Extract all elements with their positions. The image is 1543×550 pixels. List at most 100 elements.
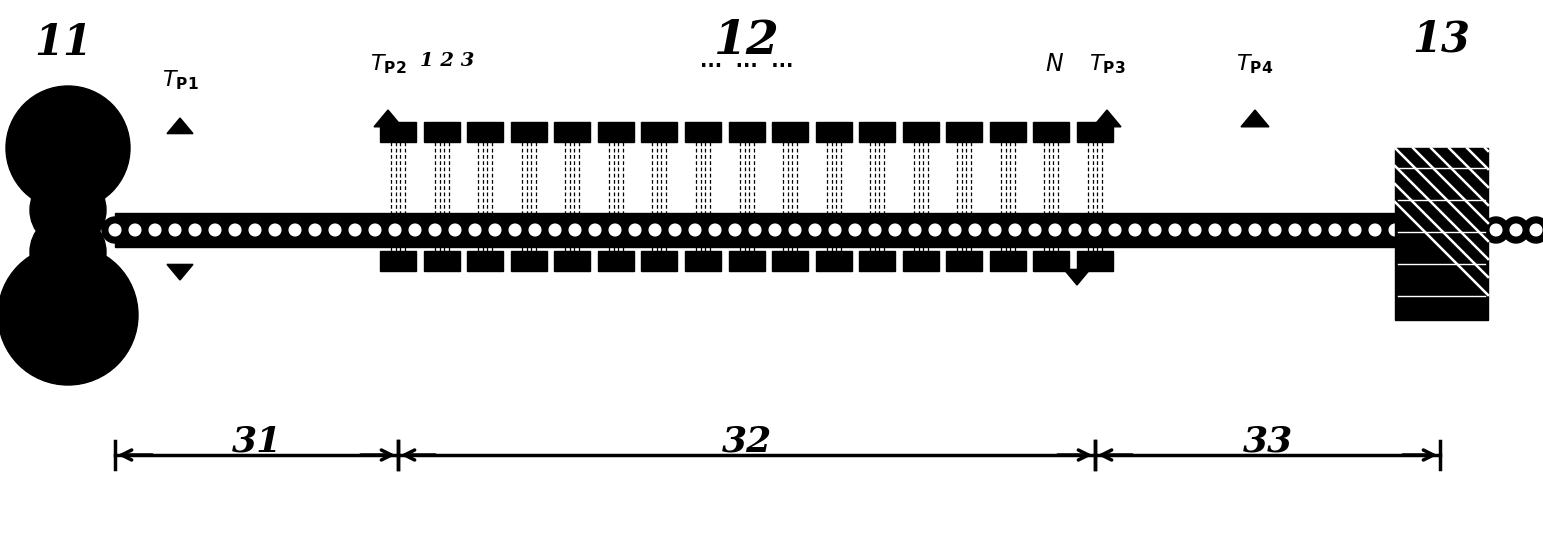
- Bar: [468, 122, 503, 142]
- Circle shape: [529, 224, 542, 236]
- Circle shape: [1142, 217, 1168, 243]
- Bar: [816, 251, 852, 271]
- Text: 32: 32: [722, 425, 772, 459]
- Circle shape: [730, 224, 741, 236]
- Circle shape: [522, 217, 548, 243]
- Bar: [859, 251, 895, 271]
- Circle shape: [822, 217, 849, 243]
- Text: $T_{\mathbf{P2}}$: $T_{\mathbf{P2}}$: [370, 52, 406, 75]
- Circle shape: [782, 217, 809, 243]
- Bar: [468, 251, 503, 271]
- Text: $T_{\mathbf{P3}}$: $T_{\mathbf{P3}}$: [1089, 52, 1125, 75]
- Circle shape: [1129, 224, 1140, 236]
- Circle shape: [1202, 217, 1228, 243]
- Circle shape: [1162, 217, 1188, 243]
- Circle shape: [802, 217, 829, 243]
- Text: 33: 33: [1242, 425, 1293, 459]
- Circle shape: [562, 217, 588, 243]
- Polygon shape: [1065, 270, 1089, 285]
- Circle shape: [602, 217, 628, 243]
- Circle shape: [1302, 217, 1329, 243]
- Bar: [772, 251, 809, 271]
- Circle shape: [1190, 224, 1200, 236]
- Bar: [728, 122, 764, 142]
- Bar: [511, 251, 546, 271]
- Circle shape: [1503, 217, 1529, 243]
- Polygon shape: [1241, 110, 1268, 127]
- Circle shape: [102, 217, 128, 243]
- Text: 1 2 3: 1 2 3: [420, 52, 474, 70]
- Circle shape: [742, 217, 768, 243]
- Circle shape: [929, 224, 941, 236]
- Circle shape: [170, 224, 181, 236]
- Circle shape: [1109, 224, 1120, 236]
- Bar: [685, 251, 721, 271]
- Circle shape: [29, 172, 106, 248]
- Text: $T_{\mathbf{P4}}$: $T_{\mathbf{P4}}$: [1236, 52, 1273, 75]
- Bar: [1034, 122, 1069, 142]
- Circle shape: [650, 224, 660, 236]
- Circle shape: [1210, 224, 1221, 236]
- Circle shape: [630, 224, 640, 236]
- Circle shape: [829, 224, 841, 236]
- Circle shape: [182, 217, 208, 243]
- Bar: [597, 251, 634, 271]
- Circle shape: [501, 217, 528, 243]
- Circle shape: [903, 217, 927, 243]
- Circle shape: [889, 224, 901, 236]
- Circle shape: [961, 217, 988, 243]
- Circle shape: [461, 217, 488, 243]
- Circle shape: [1029, 224, 1042, 236]
- Bar: [424, 122, 460, 142]
- Circle shape: [322, 217, 349, 243]
- Circle shape: [222, 217, 248, 243]
- Circle shape: [1329, 224, 1341, 236]
- Circle shape: [1423, 217, 1447, 243]
- Circle shape: [1322, 217, 1349, 243]
- Bar: [511, 122, 546, 142]
- Circle shape: [1531, 224, 1541, 236]
- Circle shape: [883, 217, 907, 243]
- Circle shape: [202, 217, 228, 243]
- Circle shape: [29, 214, 106, 290]
- Circle shape: [909, 224, 921, 236]
- Circle shape: [1342, 217, 1369, 243]
- Circle shape: [1429, 224, 1441, 236]
- Circle shape: [1403, 217, 1427, 243]
- Bar: [597, 122, 634, 142]
- Bar: [903, 122, 938, 142]
- Bar: [991, 122, 1026, 142]
- Polygon shape: [373, 110, 403, 127]
- Circle shape: [941, 217, 967, 243]
- Circle shape: [0, 245, 137, 385]
- Circle shape: [1483, 217, 1509, 243]
- Circle shape: [441, 217, 468, 243]
- Bar: [380, 122, 417, 142]
- Circle shape: [1409, 224, 1421, 236]
- Circle shape: [282, 217, 309, 243]
- Circle shape: [363, 217, 387, 243]
- Circle shape: [1170, 224, 1180, 236]
- Circle shape: [582, 217, 608, 243]
- Circle shape: [1288, 224, 1301, 236]
- Bar: [116, 213, 1440, 247]
- Bar: [816, 122, 852, 142]
- Text: $N$: $N$: [1046, 52, 1065, 76]
- Circle shape: [242, 217, 268, 243]
- Bar: [554, 251, 591, 271]
- Circle shape: [449, 224, 461, 236]
- Circle shape: [1250, 224, 1261, 236]
- Circle shape: [949, 224, 961, 236]
- Circle shape: [609, 224, 620, 236]
- Bar: [424, 251, 460, 271]
- Circle shape: [190, 224, 201, 236]
- Text: 12: 12: [713, 18, 779, 64]
- Bar: [1077, 251, 1113, 271]
- Circle shape: [842, 217, 869, 243]
- Circle shape: [788, 224, 801, 236]
- Circle shape: [329, 224, 341, 236]
- Bar: [859, 122, 895, 142]
- Bar: [380, 251, 417, 271]
- Circle shape: [1349, 224, 1361, 236]
- Circle shape: [1362, 217, 1389, 243]
